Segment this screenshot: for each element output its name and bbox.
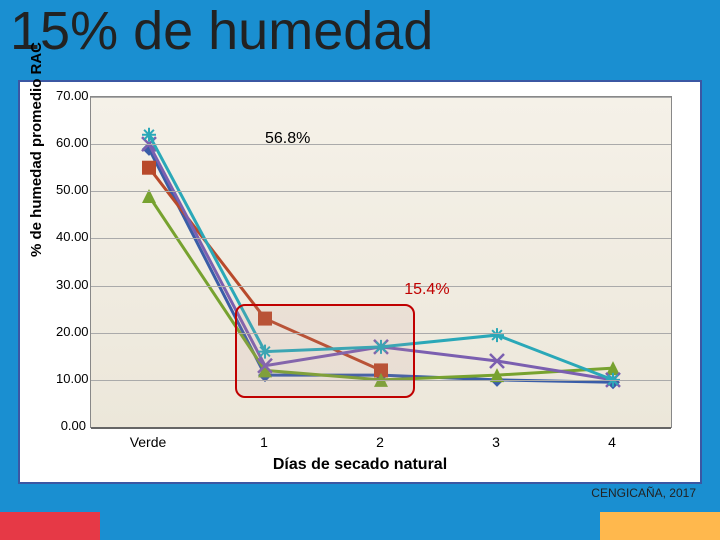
y-tick-label: 40.00 xyxy=(56,229,86,244)
y-tick-label: 30.00 xyxy=(56,277,86,292)
slide: 15% de humedad % de humedad promedio RAC… xyxy=(0,0,720,540)
gridline xyxy=(91,97,671,98)
gridline xyxy=(91,191,671,192)
footer-blue xyxy=(100,512,600,540)
gridline xyxy=(91,427,671,429)
x-axis-label: Días de secado natural xyxy=(20,456,700,474)
x-tick-label: 4 xyxy=(608,434,616,450)
x-tick-label: 3 xyxy=(492,434,500,450)
footer-red xyxy=(0,512,100,540)
x-tick-label: Verde xyxy=(130,434,167,450)
data-marker xyxy=(142,161,156,175)
footer-orange xyxy=(600,512,720,540)
gridline xyxy=(91,286,671,287)
highlight-box xyxy=(235,304,415,398)
y-tick-label: 60.00 xyxy=(56,135,86,150)
y-tick-label: 0.00 xyxy=(56,418,86,433)
y-tick-label: 70.00 xyxy=(56,88,86,103)
x-tick-label: 2 xyxy=(376,434,384,450)
y-tick-label: 20.00 xyxy=(56,324,86,339)
y-axis-label: % de humedad promedio RAC xyxy=(28,42,45,257)
chart-frame: % de humedad promedio RAC Días de secado… xyxy=(18,80,702,484)
plot-area: 56.8% 15.4% xyxy=(90,96,672,428)
slide-title: 15% de humedad xyxy=(10,0,433,62)
chart-annotation: 15.4% xyxy=(404,281,449,299)
data-marker xyxy=(490,328,504,342)
source-caption: CENGICAÑA, 2017 xyxy=(591,486,696,500)
x-tick-label: 1 xyxy=(260,434,268,450)
gridline xyxy=(91,144,671,145)
y-tick-label: 10.00 xyxy=(56,371,86,386)
footer-bar xyxy=(0,512,720,540)
gridline xyxy=(91,238,671,239)
chart-annotation: 56.8% xyxy=(265,130,310,148)
data-marker xyxy=(142,128,156,142)
y-tick-label: 50.00 xyxy=(56,182,86,197)
